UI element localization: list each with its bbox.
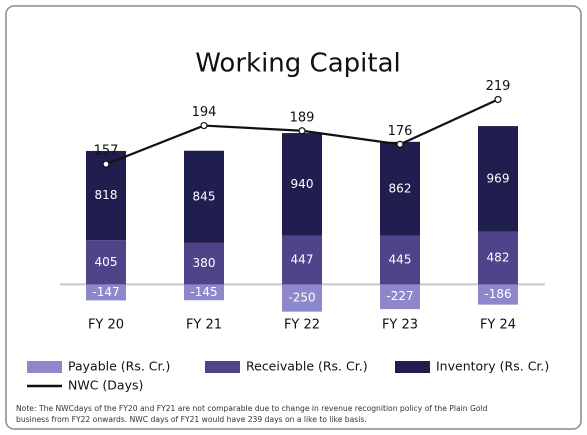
bar-segment (380, 235, 420, 285)
data-label: 818 (95, 188, 118, 202)
bar-segment (184, 284, 224, 301)
data-label: 157 (94, 144, 119, 159)
legend-label: Payable (Rs. Cr.) (68, 359, 170, 374)
bar-segment (184, 150, 224, 243)
data-label: 405 (95, 255, 118, 269)
data-label: -186 (484, 287, 511, 301)
x-tick-label: FY 22 (284, 318, 320, 333)
x-tick-label: FY 24 (480, 318, 516, 333)
x-tick-label: FY 23 (382, 318, 418, 333)
data-label: 862 (389, 181, 412, 195)
data-label: 445 (389, 253, 412, 267)
data-label: 969 (487, 171, 510, 185)
bar-segment (282, 284, 322, 312)
x-tick-label: FY 21 (186, 318, 222, 333)
legend-swatch (205, 361, 240, 373)
data-label: 194 (192, 105, 217, 120)
data-label: 447 (291, 252, 314, 266)
nwc-point (102, 160, 110, 168)
x-tick-label: FY 20 (88, 318, 124, 333)
bar-segment (478, 126, 518, 232)
bar-segment (86, 240, 126, 285)
data-label: -250 (288, 291, 315, 305)
legend-swatch (395, 361, 430, 373)
bar-segment (380, 284, 420, 310)
legend-label: Inventory (Rs. Cr.) (436, 359, 549, 374)
legend-label: Receivable (Rs. Cr.) (246, 359, 368, 374)
nwc-point (494, 95, 502, 104)
nwc-point (298, 127, 306, 135)
data-label: 219 (486, 79, 511, 94)
bar-segment (478, 284, 518, 305)
data-label: 176 (388, 124, 413, 139)
legend-label: NWC (Days) (68, 378, 143, 393)
note: business from FY22 onwards. NWC days of … (16, 415, 367, 424)
bar-segment (184, 242, 224, 285)
nwc-point (200, 121, 208, 130)
data-label: 482 (487, 251, 510, 265)
note: Note: The NWCdays of the FY20 and FY21 a… (16, 404, 488, 413)
bar-segment (282, 133, 322, 236)
data-label: -145 (190, 285, 217, 299)
data-label: 845 (193, 189, 216, 203)
data-label: -147 (92, 285, 119, 299)
chart-title: Working Capital (195, 49, 400, 79)
legend-swatch (27, 361, 62, 373)
nwc-point (396, 140, 404, 148)
data-label: 189 (290, 110, 315, 125)
data-label: 940 (291, 177, 314, 191)
bar-segment (478, 231, 518, 285)
bar-segment (380, 141, 420, 236)
data-label: -227 (386, 289, 413, 303)
bar-segment (86, 284, 126, 301)
data-label: 380 (193, 256, 216, 270)
bar-segment (282, 235, 322, 285)
